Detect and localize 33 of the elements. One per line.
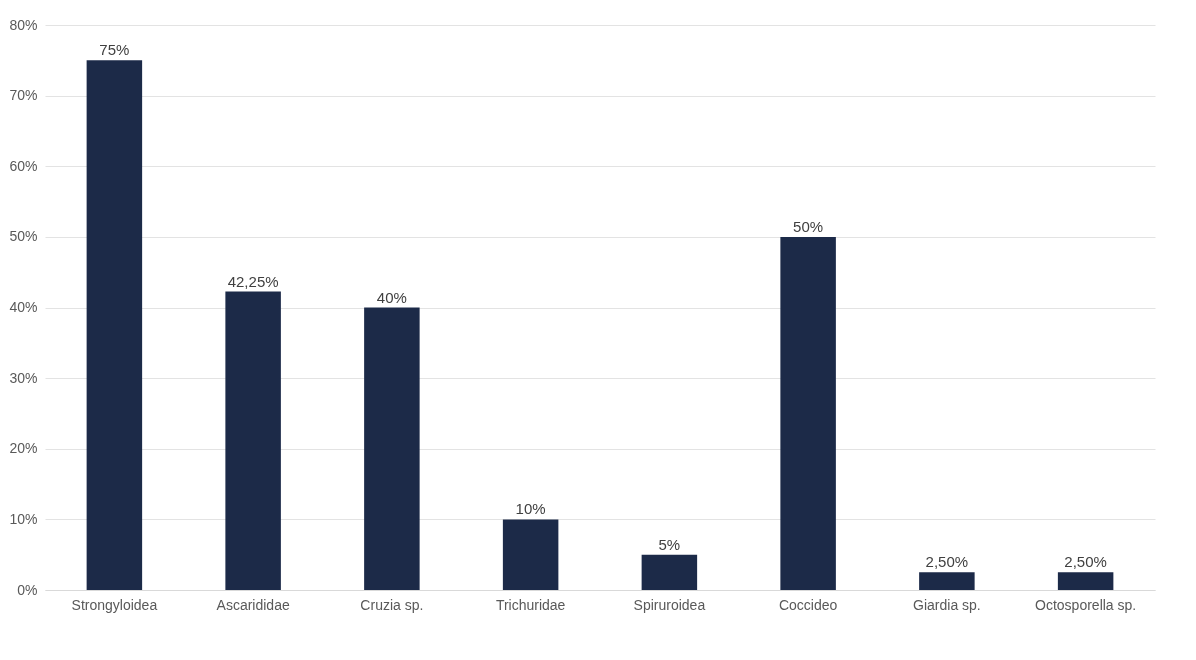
bar bbox=[502, 519, 559, 590]
y-tick-label: 20% bbox=[9, 440, 38, 457]
x-tick-label: Coccideo bbox=[778, 596, 838, 613]
x-tick-label: Spiruroidea bbox=[633, 596, 706, 613]
y-tick-label: 60% bbox=[9, 157, 38, 174]
bar bbox=[1057, 572, 1114, 590]
data-label: 75% bbox=[99, 41, 130, 59]
y-tick-label: 70% bbox=[9, 87, 38, 104]
y-tick-label: 50% bbox=[9, 228, 38, 245]
data-label: 42,25% bbox=[227, 272, 279, 290]
bar bbox=[919, 572, 975, 590]
data-label: 2,50% bbox=[925, 553, 969, 571]
x-tick-label: Ascarididae bbox=[216, 596, 290, 613]
x-tick-label: Trichuridae bbox=[495, 596, 566, 613]
data-label: 2,50% bbox=[1064, 553, 1107, 571]
y-tick-label: 80% bbox=[9, 16, 38, 33]
bar bbox=[641, 554, 698, 590]
x-tick-label: Octosporella sp. bbox=[1035, 596, 1137, 613]
x-tick-label: Cruzia sp. bbox=[360, 596, 424, 613]
x-tick-label: Strongyloidea bbox=[71, 596, 158, 613]
y-tick-label: 40% bbox=[9, 299, 38, 315]
data-label: 10% bbox=[515, 500, 546, 518]
data-label: 50% bbox=[793, 217, 824, 235]
y-tick-label: 10% bbox=[9, 510, 38, 527]
bar bbox=[364, 307, 420, 590]
data-label: 5% bbox=[658, 535, 681, 553]
y-tick-label: 0% bbox=[17, 581, 38, 598]
y-tick-label: 30% bbox=[9, 369, 38, 386]
bar bbox=[780, 236, 836, 590]
data-label: 40% bbox=[376, 288, 407, 306]
x-tick-label: Giardia sp. bbox=[913, 596, 981, 613]
bar bbox=[86, 60, 143, 590]
bar bbox=[225, 291, 281, 590]
